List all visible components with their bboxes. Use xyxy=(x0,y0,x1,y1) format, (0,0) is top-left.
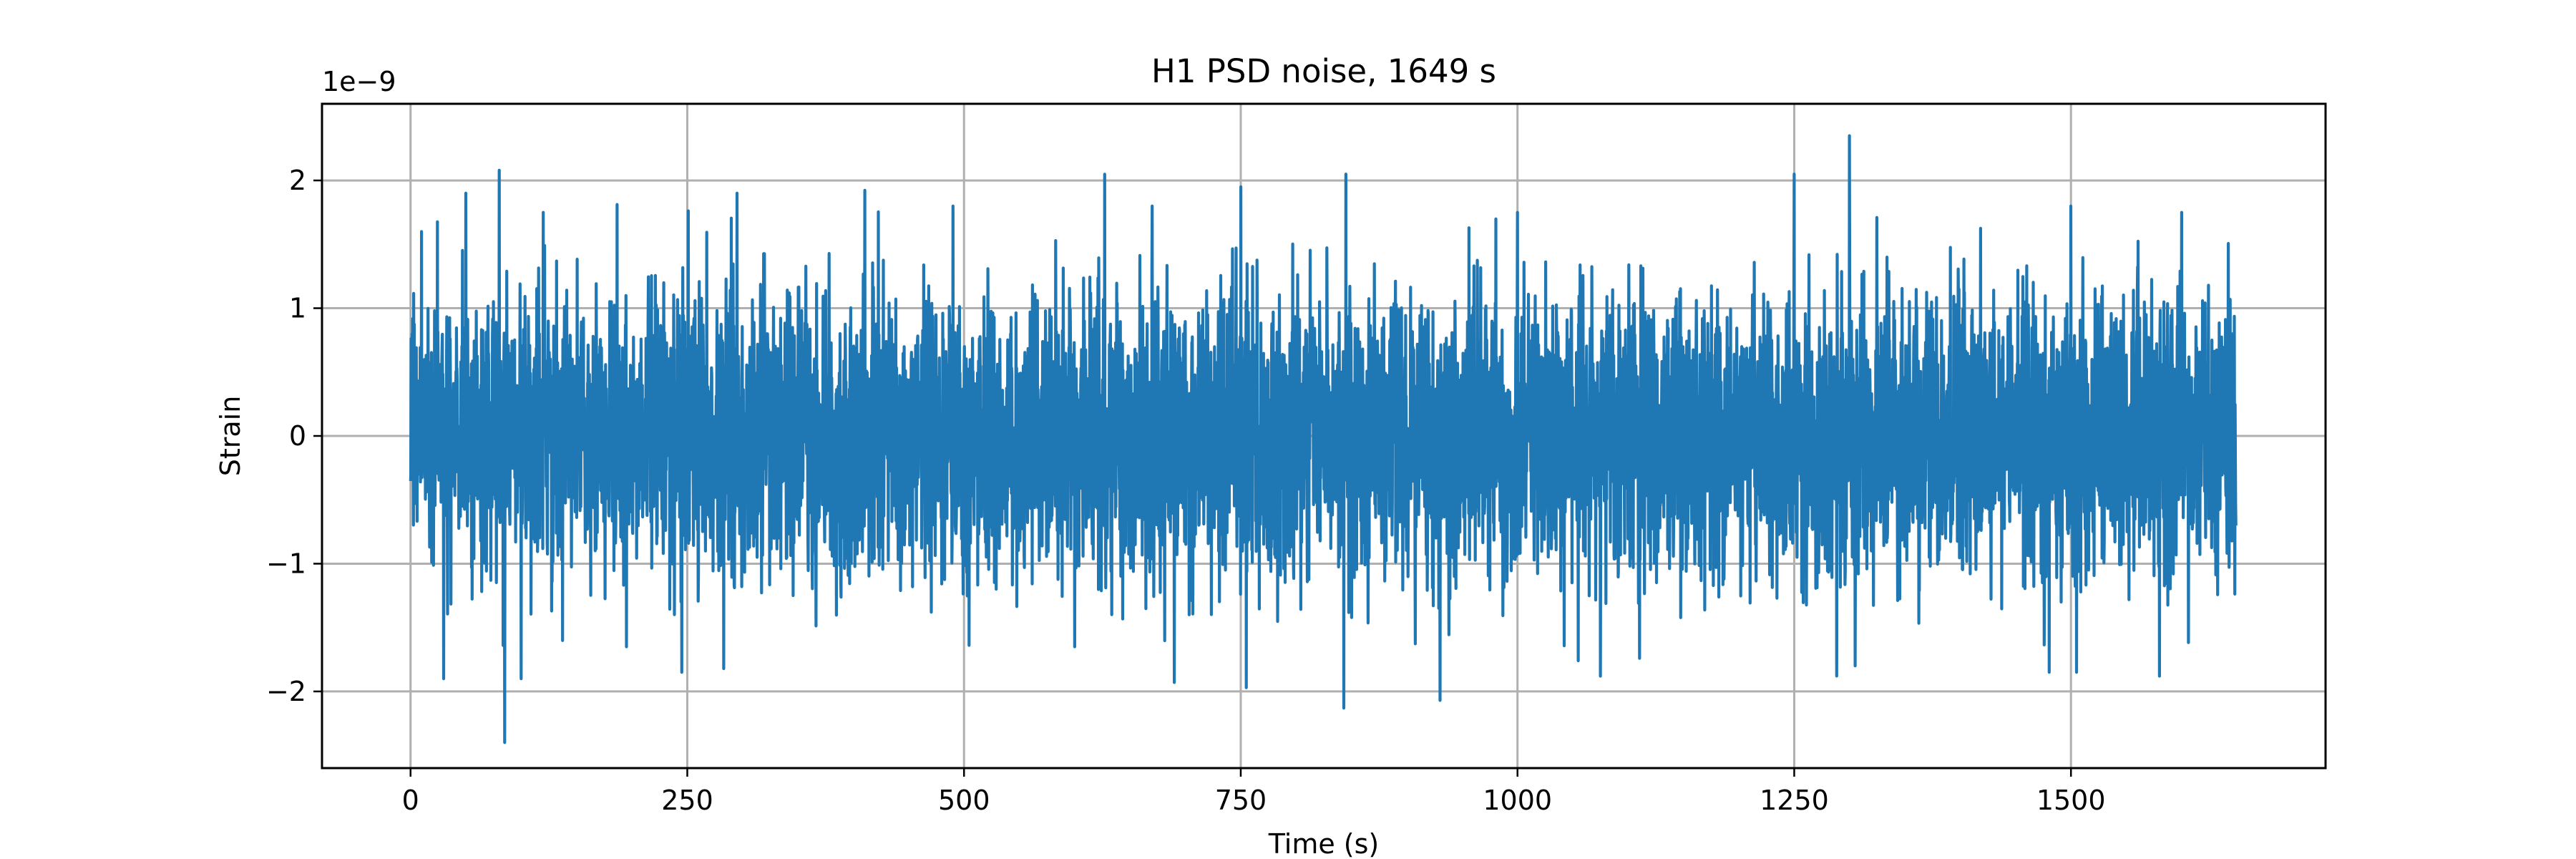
chart-title: H1 PSD noise, 1649 s xyxy=(1151,52,1496,90)
x-tick-label: 750 xyxy=(1215,785,1267,816)
x-tick-label: 1250 xyxy=(1760,785,1829,816)
series-layer xyxy=(409,134,2238,744)
x-axis-label: Time (s) xyxy=(1268,828,1380,859)
y-tick-label: 2 xyxy=(289,165,306,196)
x-tick-label: 500 xyxy=(938,785,990,816)
y-tick-label: 1 xyxy=(289,293,306,324)
y-tick-label: 0 xyxy=(289,420,306,452)
y-tick-label: −2 xyxy=(266,676,306,707)
y-axis-offset-label: 1e−9 xyxy=(322,66,396,97)
strain-series-line xyxy=(409,134,2238,744)
y-tick-label: −1 xyxy=(266,548,306,579)
x-tick-label: 1500 xyxy=(2036,785,2106,816)
y-axis-label: Strain xyxy=(215,396,246,477)
x-tick-label: 250 xyxy=(661,785,713,816)
axis-ticks: 0 250 500 750 1000 1250 1500 −2 −1 0 1 2 xyxy=(266,165,2106,816)
x-tick-label: 0 xyxy=(402,785,419,816)
x-tick-label: 1000 xyxy=(1483,785,1552,816)
